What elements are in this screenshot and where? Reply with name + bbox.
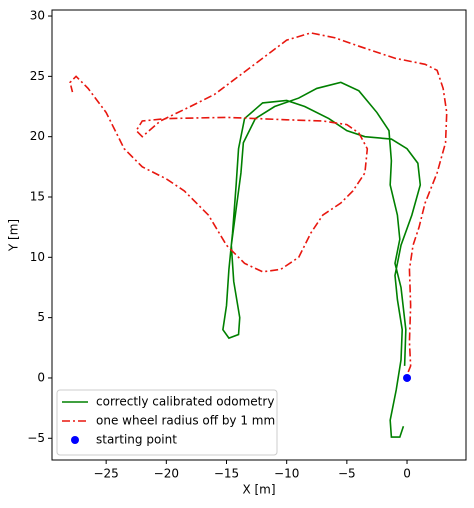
legend-box: [56, 389, 278, 456]
start-point: [403, 373, 412, 382]
y-tick-label: 30: [30, 9, 45, 23]
x-tick-label: −5: [338, 467, 356, 481]
y-tick-label: 10: [30, 250, 45, 264]
x-tick-label: −15: [214, 467, 239, 481]
legend-marker: [71, 436, 79, 444]
y-axis-label: Y [m]: [7, 219, 21, 252]
plot-frame: [51, 9, 467, 461]
y-tick-label: 25: [30, 69, 45, 83]
trajectory: [69, 32, 448, 373]
y-tick-label: −5: [27, 431, 45, 445]
y-tick-label: 15: [30, 189, 45, 203]
x-axis-label: X [m]: [242, 483, 275, 497]
legend-label: one wheel radius off by 1 mm: [96, 414, 275, 428]
trajectory: [222, 81, 422, 438]
x-tick-label: 0: [403, 467, 411, 481]
legend-label: correctly calibrated odometry: [96, 395, 274, 409]
y-tick-label: 0: [37, 370, 45, 384]
y-tick-label: 20: [30, 129, 45, 143]
x-tick-label: −20: [154, 467, 179, 481]
legend-label: starting point: [96, 433, 177, 447]
x-tick-label: −10: [274, 467, 299, 481]
x-tick-label: −25: [93, 467, 118, 481]
y-tick-label: 5: [37, 310, 45, 324]
